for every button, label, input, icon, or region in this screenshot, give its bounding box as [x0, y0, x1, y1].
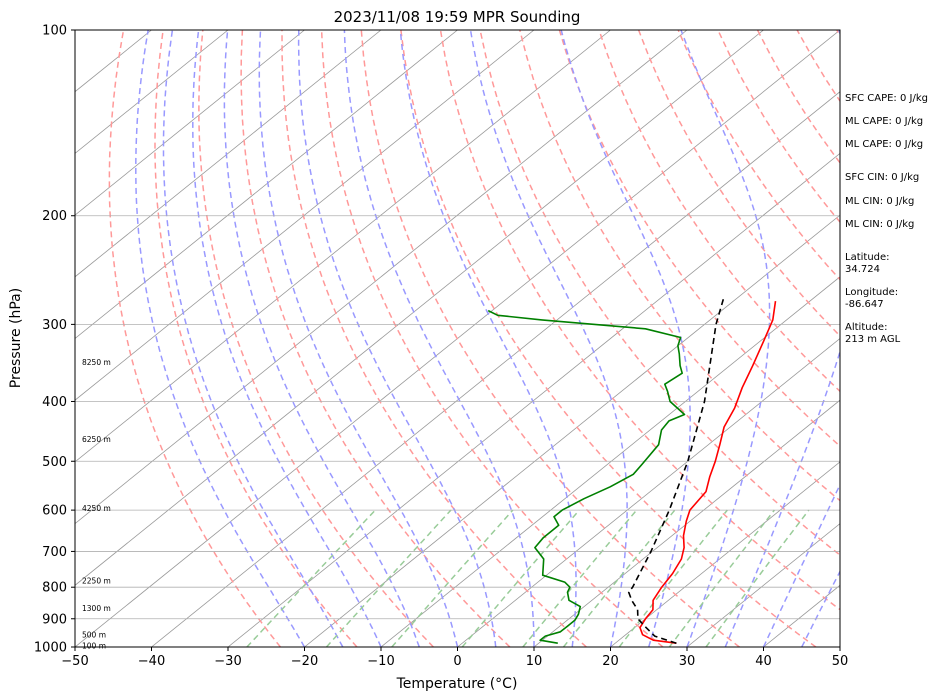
- isotherm-line: [75, 30, 382, 278]
- height-label: 1300 m: [82, 604, 111, 613]
- y-tick-label: 100: [42, 24, 67, 39]
- x-tick-label: −10: [367, 654, 394, 669]
- dry-adiabat-line: [198, 30, 434, 647]
- moist-adiabat-line: [223, 30, 421, 647]
- isotherm-line: [75, 30, 458, 340]
- ml-cin-text-2: ML CIN: 0 J/kg: [845, 219, 915, 230]
- dry-adiabat-line: [108, 30, 281, 647]
- x-tick-label: 30: [679, 654, 696, 669]
- sfc-cape-text: SFC CAPE: 0 J/kg: [845, 93, 928, 104]
- series-group: [487, 295, 777, 644]
- height-label: 6250 m: [82, 435, 111, 444]
- height-label: 100 m: [82, 642, 106, 651]
- ml-cin-text-1: ML CIN: 0 J/kg: [845, 196, 915, 207]
- isotherm-line: [75, 30, 764, 586]
- x-tick-label: 0: [453, 654, 461, 669]
- dry-adiabat-line: [400, 30, 817, 647]
- moist-adiabat-line: [469, 30, 628, 647]
- dry-adiabat-line: [281, 30, 587, 647]
- height-labels: 8250 m 6250 m 4250 m 2250 m 1300 m 500 m 100 m: [82, 358, 111, 651]
- dry-adiabat-line: [240, 30, 511, 647]
- isotherm-line: [151, 91, 840, 647]
- isotherm-line: [75, 30, 535, 401]
- x-tick-label: −30: [214, 654, 241, 669]
- background-lines: [75, 30, 840, 647]
- dewpoint-line: [487, 309, 686, 644]
- mixing-ratio-line: [522, 509, 638, 647]
- isotherm-line: [75, 30, 305, 216]
- isotherm-line: [75, 30, 688, 525]
- x-tick-label: −20: [291, 654, 318, 669]
- mixing-ratio-line: [246, 509, 376, 647]
- y-tick-label: 300: [42, 318, 67, 333]
- x-tick-label: −50: [61, 654, 88, 669]
- longitude-text: Longitude: -86.647: [845, 287, 899, 310]
- x-tick-label: 20: [602, 654, 619, 669]
- ml-cape-text-2: ML CAPE: 0 J/kg: [845, 139, 924, 150]
- mixing-ratio-line: [325, 509, 452, 647]
- moist-adiabat-line: [135, 30, 306, 647]
- mixing-ratio-line: [391, 509, 514, 647]
- moist-adiabat-line: [724, 30, 840, 647]
- height-label: 8250 m: [82, 358, 111, 367]
- x-tick-label: 50: [832, 654, 849, 669]
- moist-adiabat-line: [162, 30, 344, 647]
- mixing-ratio-line: [562, 509, 676, 647]
- x-tick-label: 40: [755, 654, 772, 669]
- y-tick-label: 200: [42, 209, 67, 224]
- y-tick-label: 1000: [34, 641, 67, 656]
- isotherm-line: [457, 337, 840, 647]
- isotherm-line: [304, 214, 840, 647]
- moist-adiabat-line: [297, 30, 497, 647]
- isotherm-line: [75, 30, 611, 463]
- y-tick-label: 600: [42, 504, 67, 519]
- mixing-ratio-line: [461, 509, 580, 647]
- isotherm-line: [533, 399, 840, 647]
- latitude-text: Latitude: 34.724: [845, 252, 890, 275]
- y-tick-label: 400: [42, 395, 67, 410]
- x-tick-label: −40: [138, 654, 165, 669]
- isotherm-line: [380, 276, 840, 647]
- height-label: 4250 m: [82, 504, 111, 513]
- isotherm-line: [686, 523, 840, 647]
- dry-adiabat-line: [154, 30, 358, 647]
- isotherm-line: [227, 152, 840, 647]
- moist-adiabat-line: [258, 30, 459, 647]
- sfc-cin-text: SFC CIN: 0 J/kg: [845, 172, 920, 183]
- height-label: 2250 m: [82, 576, 111, 585]
- x-tick-label: 10: [526, 654, 543, 669]
- moist-adiabat-line: [192, 30, 382, 647]
- chart-title: 2023/11/08 19:59 MPR Sounding: [334, 8, 581, 26]
- altitude-text: Altitude: 213 m AGL: [845, 322, 901, 345]
- dry-adiabat-line: [479, 30, 840, 556]
- y-tick-label: 500: [42, 455, 67, 470]
- y-tick-label: 700: [42, 545, 67, 560]
- y-tick-label: 800: [42, 581, 67, 596]
- isotherm-line: [75, 30, 229, 154]
- temperature-line: [639, 300, 777, 644]
- y-axis-label: Pressure (hPa): [8, 288, 24, 388]
- moist-adiabat-line: [343, 30, 535, 647]
- x-axis-label: Temperature (°C): [396, 676, 518, 692]
- y-tick-label: 900: [42, 612, 67, 627]
- moist-adiabat-line: [560, 30, 691, 647]
- ml-cape-text-1: ML CAPE: 0 J/kg: [845, 116, 924, 127]
- isotherm-line: [610, 461, 840, 647]
- dry-adiabat-line: [519, 30, 840, 502]
- moist-adiabat-line: [680, 30, 771, 647]
- parcel-line: [627, 295, 725, 644]
- height-label: 500 m: [82, 631, 106, 640]
- dry-adiabat-line: [360, 30, 740, 647]
- dry-adiabat-line: [439, 30, 840, 611]
- x-axis-ticks: −50 −40 −30 −20 −10 0 10 20 30 40 50: [61, 647, 848, 669]
- y-axis-ticks: 100 200 300 400 500 600 700 800 900 1000: [34, 24, 75, 656]
